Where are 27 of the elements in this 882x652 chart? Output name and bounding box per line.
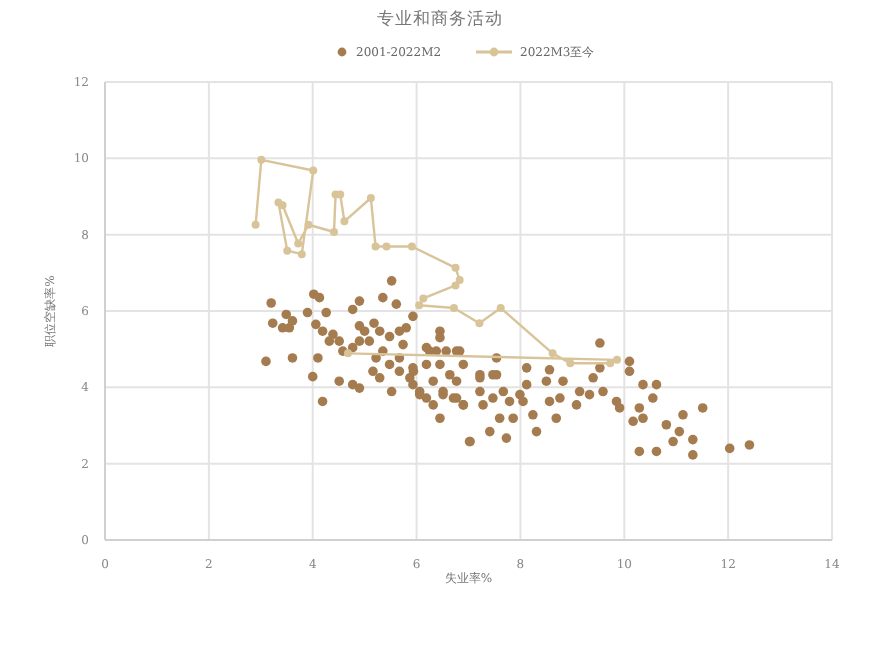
point <box>283 246 292 255</box>
point <box>415 301 424 310</box>
point <box>455 276 464 285</box>
point <box>451 263 460 272</box>
point <box>309 166 318 175</box>
point <box>340 217 349 226</box>
point <box>407 242 416 251</box>
point <box>496 303 505 312</box>
point <box>366 194 375 203</box>
point <box>419 294 428 303</box>
point <box>613 355 622 364</box>
point <box>344 349 353 358</box>
point <box>257 155 266 164</box>
point <box>449 303 458 312</box>
point <box>251 220 260 229</box>
point <box>297 250 306 259</box>
point <box>330 227 339 236</box>
point <box>606 359 615 368</box>
point <box>475 319 484 328</box>
point <box>304 220 313 229</box>
point <box>566 359 575 368</box>
point <box>451 281 460 290</box>
point <box>371 242 380 251</box>
point <box>382 242 391 251</box>
point <box>548 349 557 358</box>
point <box>294 239 303 248</box>
chart-title: 专业和商务活动 <box>377 8 503 30</box>
